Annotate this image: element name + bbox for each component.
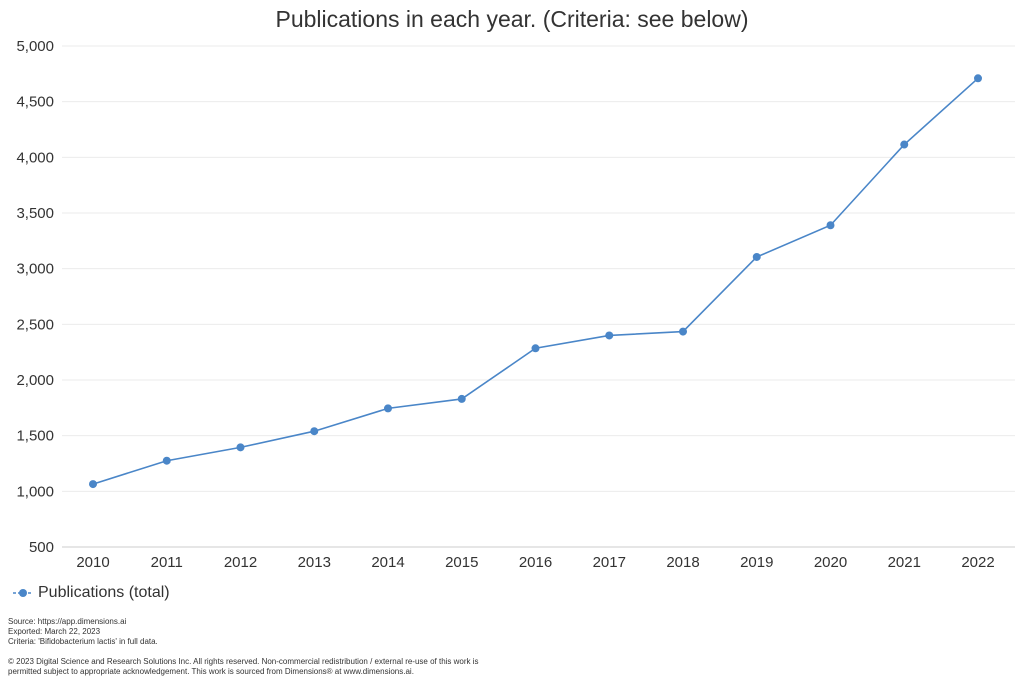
criteria-text: Criteria: 'Bifidobacterium lactis' in fu…	[8, 637, 158, 646]
data-point	[457, 394, 466, 403]
line-chart: 500 1,000 1,500 2,000 2,500 3,000 3,500 4,000 4,…	[16, 38, 1015, 571]
source-text: Source: https://app.dimensions.ai	[8, 617, 127, 626]
x-tick-label: 2016	[519, 554, 552, 571]
data-point	[531, 344, 540, 353]
x-tick-label: 2021	[888, 554, 921, 571]
x-tick-label: 2010	[76, 554, 109, 571]
gridlines	[62, 45, 1015, 548]
series-publications-total	[89, 74, 982, 489]
x-tick-label: 2022	[961, 554, 994, 571]
y-tick-label: 1,000	[16, 483, 54, 500]
data-point	[826, 221, 835, 230]
y-tick-label: 3,500	[16, 205, 54, 222]
x-tick-label: 2014	[371, 554, 404, 571]
copyright-notice: © 2023 Digital Science and Research Solu…	[8, 657, 528, 677]
data-point	[605, 331, 614, 340]
exported-text: Exported: March 22, 2023	[8, 627, 101, 636]
x-tick-label: 2019	[740, 554, 773, 571]
copyright-line-1: © 2023 Digital Science and Research Solu…	[8, 657, 479, 666]
data-point	[752, 252, 761, 261]
data-point	[679, 327, 687, 336]
x-tick-label: 2018	[666, 554, 699, 571]
x-axis: 2010 2011 2012 2013 2014 2015 2016 2017 2018 2019…	[76, 554, 994, 571]
x-tick-label: 2011	[151, 554, 183, 571]
data-point	[384, 404, 392, 413]
legend-label: Publications (total)	[38, 584, 170, 601]
y-tick-label: 4,000	[16, 149, 54, 166]
y-tick-label: 1,500	[16, 428, 54, 445]
x-tick-label: 2012	[224, 554, 257, 571]
y-tick-label: 2,500	[16, 316, 54, 333]
y-tick-label: 4,500	[16, 94, 54, 111]
data-point	[89, 480, 97, 489]
x-tick-label: 2013	[298, 554, 331, 571]
y-tick-label: 3,000	[16, 261, 54, 278]
x-tick-label: 2017	[593, 554, 626, 571]
y-tick-label: 5,000	[16, 38, 54, 55]
footer-meta: Source: https://app.dimensions.ai Export…	[8, 617, 158, 647]
data-point	[900, 140, 909, 149]
y-tick-label: 500	[29, 539, 54, 556]
y-tick-label: 2,000	[16, 372, 54, 389]
data-point	[310, 427, 319, 436]
x-tick-label: 2020	[814, 554, 847, 571]
chart-title: Publications in each year. (Criteria: se…	[275, 6, 749, 32]
data-point	[974, 74, 982, 83]
series-line	[92, 77, 979, 485]
x-tick-label: 2015	[445, 554, 478, 571]
copyright-line-2: permitted subject to appropriate acknowl…	[8, 667, 414, 676]
y-axis: 500 1,000 1,500 2,000 2,500 3,000 3,500 4,000 4,…	[16, 38, 54, 556]
data-point	[236, 443, 245, 452]
legend[interactable]: Publications (total)	[12, 584, 170, 602]
legend-marker-icon	[13, 589, 33, 597]
data-point	[162, 456, 171, 465]
